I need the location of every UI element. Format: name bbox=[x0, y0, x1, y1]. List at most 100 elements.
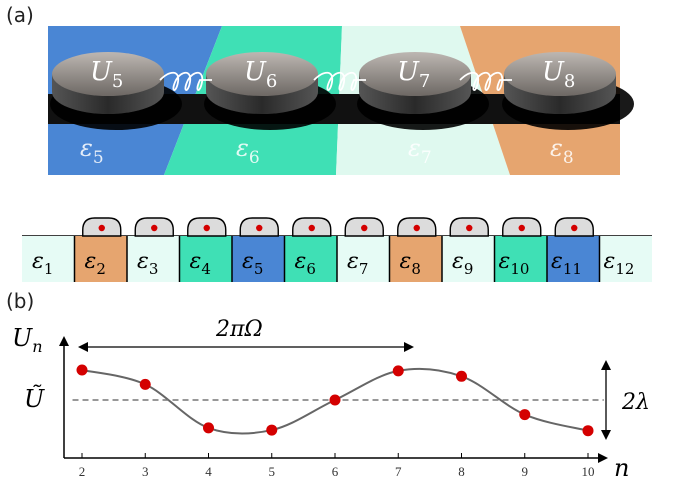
resonator-dot bbox=[308, 224, 315, 232]
stripe-label-4-base: ε bbox=[550, 134, 563, 162]
lattice-label-10: ε10 bbox=[499, 249, 530, 278]
data-point-n6 bbox=[329, 394, 341, 406]
lattice-label-6: ε6 bbox=[295, 249, 316, 278]
lattice-label-4: ε4 bbox=[190, 249, 211, 278]
data-point-n2 bbox=[76, 364, 88, 376]
x-tick-group: 2 3 4 5 6 7 8 9 10 bbox=[79, 453, 595, 479]
lattice-cell bbox=[337, 236, 390, 282]
lattice-cell bbox=[74, 236, 127, 282]
disk-top bbox=[52, 52, 164, 96]
lattice-cell bbox=[494, 236, 547, 282]
resonator-disk-4: U8 bbox=[502, 52, 634, 130]
mean-label: Ũ bbox=[24, 383, 45, 413]
lattice-label-12: ε12 bbox=[604, 249, 635, 278]
lattice-label-11: ε11 bbox=[551, 249, 582, 278]
resonator-dot bbox=[466, 224, 473, 232]
lattice-site-10: ε10 bbox=[493, 217, 547, 282]
lattice-label-5-sub: 5 bbox=[254, 260, 264, 278]
lattice-site-11: ε11 bbox=[546, 217, 600, 282]
lattice-label-12-sub: 12 bbox=[615, 260, 634, 278]
stripe-label-1-sub: 5 bbox=[93, 148, 104, 168]
data-point-n5 bbox=[266, 424, 278, 436]
stripe-label-group: ε5 ε6 ε7 ε8 bbox=[80, 134, 574, 168]
disk-label-1-sub: 5 bbox=[112, 71, 123, 92]
lattice-label-11-base: ε bbox=[551, 249, 563, 274]
panel-a-illustration: U5 U6 U7 U8 ε5 ε6 ε7 ε8 bbox=[48, 26, 634, 175]
lattice-site-4: ε4 bbox=[178, 217, 232, 282]
x-tick-label: 8 bbox=[458, 464, 465, 479]
disk-label-4-sub: 8 bbox=[564, 71, 575, 92]
lattice-label-10-base: ε bbox=[499, 249, 511, 274]
data-point-n7 bbox=[392, 365, 404, 377]
lattice-label-3-sub: 3 bbox=[149, 260, 159, 278]
lattice-cell bbox=[389, 236, 442, 282]
lattice-label-3: ε3 bbox=[137, 249, 158, 278]
lattice-site-1: ε1 bbox=[22, 236, 75, 282]
lattice-label-8-sub: 8 bbox=[411, 260, 421, 278]
spring-group bbox=[159, 71, 512, 91]
period-label: 2πΩ bbox=[215, 317, 263, 342]
stripe-label-4: ε8 bbox=[550, 134, 574, 168]
x-tick-label: 5 bbox=[269, 464, 276, 479]
coupling-spring-2 bbox=[313, 71, 366, 91]
panel-b-label: (b) bbox=[6, 289, 34, 313]
lattice-cell bbox=[22, 236, 75, 282]
lattice-cell bbox=[232, 236, 285, 282]
lattice-site-2: ε2 bbox=[73, 217, 127, 282]
lattice-label-3-base: ε bbox=[137, 249, 149, 274]
lattice-label-7-base: ε bbox=[347, 249, 359, 274]
panel-a-label: (a) bbox=[6, 3, 34, 27]
lattice-label-8: ε8 bbox=[400, 249, 421, 278]
data-point-n10 bbox=[582, 425, 594, 437]
stripe-label-3-sub: 7 bbox=[421, 148, 432, 168]
x-tick-label: 9 bbox=[522, 464, 529, 479]
stripe-label-2: ε6 bbox=[236, 134, 260, 168]
disk-label-1: U5 bbox=[90, 57, 123, 92]
disk-label-2: U6 bbox=[244, 57, 277, 92]
lattice-site-7: ε7 bbox=[336, 217, 390, 282]
resonator-disk-1: U5 bbox=[50, 52, 182, 130]
lattice-label-2: ε2 bbox=[85, 249, 106, 278]
resonator-dot bbox=[256, 224, 263, 232]
disk-label-3-sub: 7 bbox=[419, 71, 430, 92]
resonator-dot bbox=[98, 224, 105, 232]
stripe-label-2-sub: 6 bbox=[249, 148, 260, 168]
coupling-spring-1 bbox=[159, 71, 212, 91]
x-tick-label: 4 bbox=[205, 464, 212, 479]
lattice-cell bbox=[547, 236, 600, 282]
data-point-n4 bbox=[203, 422, 214, 434]
stripe-label-1-base: ε bbox=[80, 134, 93, 162]
lattice-site-12: ε12 bbox=[598, 236, 652, 282]
lattice-label-2-sub: 2 bbox=[96, 260, 106, 278]
resonator-dot bbox=[361, 224, 368, 232]
disk-label-2-sub: 6 bbox=[266, 71, 277, 92]
lattice-label-6-base: ε bbox=[295, 249, 307, 274]
resonator-dot bbox=[518, 224, 525, 232]
lattice-cell bbox=[179, 236, 232, 282]
data-point-n8 bbox=[456, 370, 467, 382]
y-axis-label: Un bbox=[12, 324, 43, 356]
x-tick-label: 2 bbox=[79, 464, 86, 479]
lattice-label-12-base: ε bbox=[604, 249, 616, 274]
lattice-cell bbox=[127, 236, 180, 282]
lattice-label-2-base: ε bbox=[85, 249, 97, 274]
coupling-spring-3 bbox=[459, 71, 512, 91]
resonator-disk-2: U6 bbox=[204, 52, 336, 130]
lattice-label-1-base: ε bbox=[32, 249, 44, 274]
lattice-label-7: ε7 bbox=[347, 249, 368, 278]
lattice-label-1: ε1 bbox=[32, 249, 53, 278]
resonator-dot bbox=[151, 224, 158, 232]
lattice-label-8-base: ε bbox=[400, 249, 412, 274]
lattice-row: ε1 ε2 ε3 ε4 ε5 ε6 ε7 ε8 ε9 ε10 ε11 ε12 bbox=[22, 217, 652, 282]
lattice-label-9: ε9 bbox=[452, 249, 473, 278]
resonator-dot bbox=[571, 224, 578, 232]
lattice-cell bbox=[442, 236, 495, 282]
lattice-label-11-sub: 11 bbox=[563, 260, 582, 278]
lattice-site-6: ε6 bbox=[283, 217, 337, 282]
x-tick-label: 6 bbox=[332, 464, 339, 479]
disk-label-3: U7 bbox=[397, 57, 430, 92]
amplitude-label: 2λ bbox=[621, 390, 650, 415]
lattice-cell bbox=[599, 236, 652, 282]
disk-top bbox=[504, 52, 616, 96]
